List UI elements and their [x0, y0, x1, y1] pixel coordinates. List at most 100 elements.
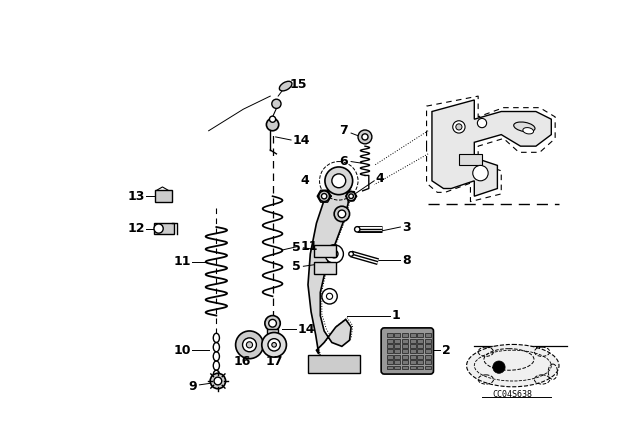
Text: 15: 15 — [289, 78, 307, 91]
Circle shape — [325, 167, 353, 195]
Bar — [402, 344, 408, 348]
Bar — [425, 355, 431, 359]
Bar — [402, 360, 408, 364]
Text: 5: 5 — [292, 260, 300, 273]
Text: 17: 17 — [266, 355, 283, 368]
Bar — [402, 349, 408, 353]
Circle shape — [321, 194, 327, 199]
Circle shape — [246, 342, 253, 348]
Bar — [387, 366, 393, 370]
Circle shape — [355, 227, 360, 232]
Circle shape — [265, 315, 280, 331]
Bar — [387, 339, 393, 343]
Text: 8: 8 — [402, 254, 410, 267]
Text: 6: 6 — [339, 155, 348, 168]
Text: 4: 4 — [376, 172, 385, 185]
Bar — [394, 360, 401, 364]
Text: 14: 14 — [292, 134, 310, 146]
Bar — [425, 349, 431, 353]
Bar — [410, 355, 416, 359]
Text: 2: 2 — [442, 344, 451, 357]
Circle shape — [349, 194, 353, 198]
Circle shape — [154, 224, 163, 233]
Bar — [425, 366, 431, 370]
Circle shape — [262, 332, 287, 357]
Text: 7: 7 — [339, 124, 348, 137]
Bar — [155, 190, 172, 202]
Bar — [459, 154, 482, 165]
FancyBboxPatch shape — [308, 355, 360, 373]
Circle shape — [319, 191, 330, 202]
Bar — [394, 355, 401, 359]
Bar — [314, 262, 336, 274]
Bar — [154, 223, 174, 234]
Circle shape — [269, 319, 276, 327]
Bar — [417, 349, 424, 353]
Circle shape — [452, 121, 465, 133]
Bar — [394, 349, 401, 353]
Circle shape — [349, 252, 353, 256]
Bar — [417, 355, 424, 359]
Text: 5: 5 — [292, 241, 300, 254]
Bar — [387, 360, 393, 364]
Text: 4: 4 — [300, 174, 308, 187]
Circle shape — [269, 116, 276, 122]
Bar — [402, 355, 408, 359]
Bar — [410, 344, 416, 348]
Bar — [417, 339, 424, 343]
Bar — [425, 360, 431, 364]
Bar — [417, 344, 424, 348]
Circle shape — [473, 165, 488, 181]
Circle shape — [346, 192, 356, 201]
Bar — [387, 333, 393, 337]
Ellipse shape — [279, 81, 292, 91]
Bar — [402, 333, 408, 337]
Circle shape — [322, 289, 337, 304]
Bar — [394, 333, 401, 337]
Bar — [410, 349, 416, 353]
Bar — [425, 333, 431, 337]
Circle shape — [266, 118, 279, 131]
FancyBboxPatch shape — [381, 328, 433, 374]
Text: 11: 11 — [300, 240, 318, 253]
Bar — [417, 333, 424, 337]
Circle shape — [334, 206, 349, 222]
Bar — [394, 339, 401, 343]
Bar — [402, 366, 408, 370]
Bar — [394, 366, 401, 370]
Polygon shape — [308, 176, 351, 354]
Circle shape — [272, 99, 281, 108]
Bar — [314, 245, 336, 257]
Circle shape — [332, 174, 346, 188]
Text: 9: 9 — [188, 380, 197, 393]
Text: 16: 16 — [233, 355, 250, 368]
Circle shape — [362, 134, 368, 140]
Circle shape — [243, 338, 257, 352]
Text: 3: 3 — [402, 220, 410, 233]
Circle shape — [325, 245, 344, 263]
Text: CC04S638: CC04S638 — [493, 390, 533, 399]
Bar — [402, 339, 408, 343]
Circle shape — [214, 377, 221, 385]
Bar — [425, 344, 431, 348]
Circle shape — [456, 124, 462, 130]
Circle shape — [268, 339, 280, 351]
Text: 1: 1 — [392, 309, 401, 322]
Bar — [387, 349, 393, 353]
Text: 13: 13 — [127, 190, 145, 202]
Circle shape — [236, 331, 263, 359]
Bar — [425, 339, 431, 343]
Bar — [267, 329, 278, 345]
Circle shape — [210, 373, 225, 389]
Bar — [410, 333, 416, 337]
Ellipse shape — [514, 122, 535, 132]
Ellipse shape — [523, 128, 534, 134]
Circle shape — [358, 130, 372, 144]
Bar — [387, 344, 393, 348]
Ellipse shape — [467, 345, 559, 387]
Polygon shape — [432, 100, 551, 196]
Bar — [394, 344, 401, 348]
Text: 12: 12 — [127, 222, 145, 235]
Circle shape — [272, 343, 276, 347]
Text: 10: 10 — [173, 344, 191, 357]
